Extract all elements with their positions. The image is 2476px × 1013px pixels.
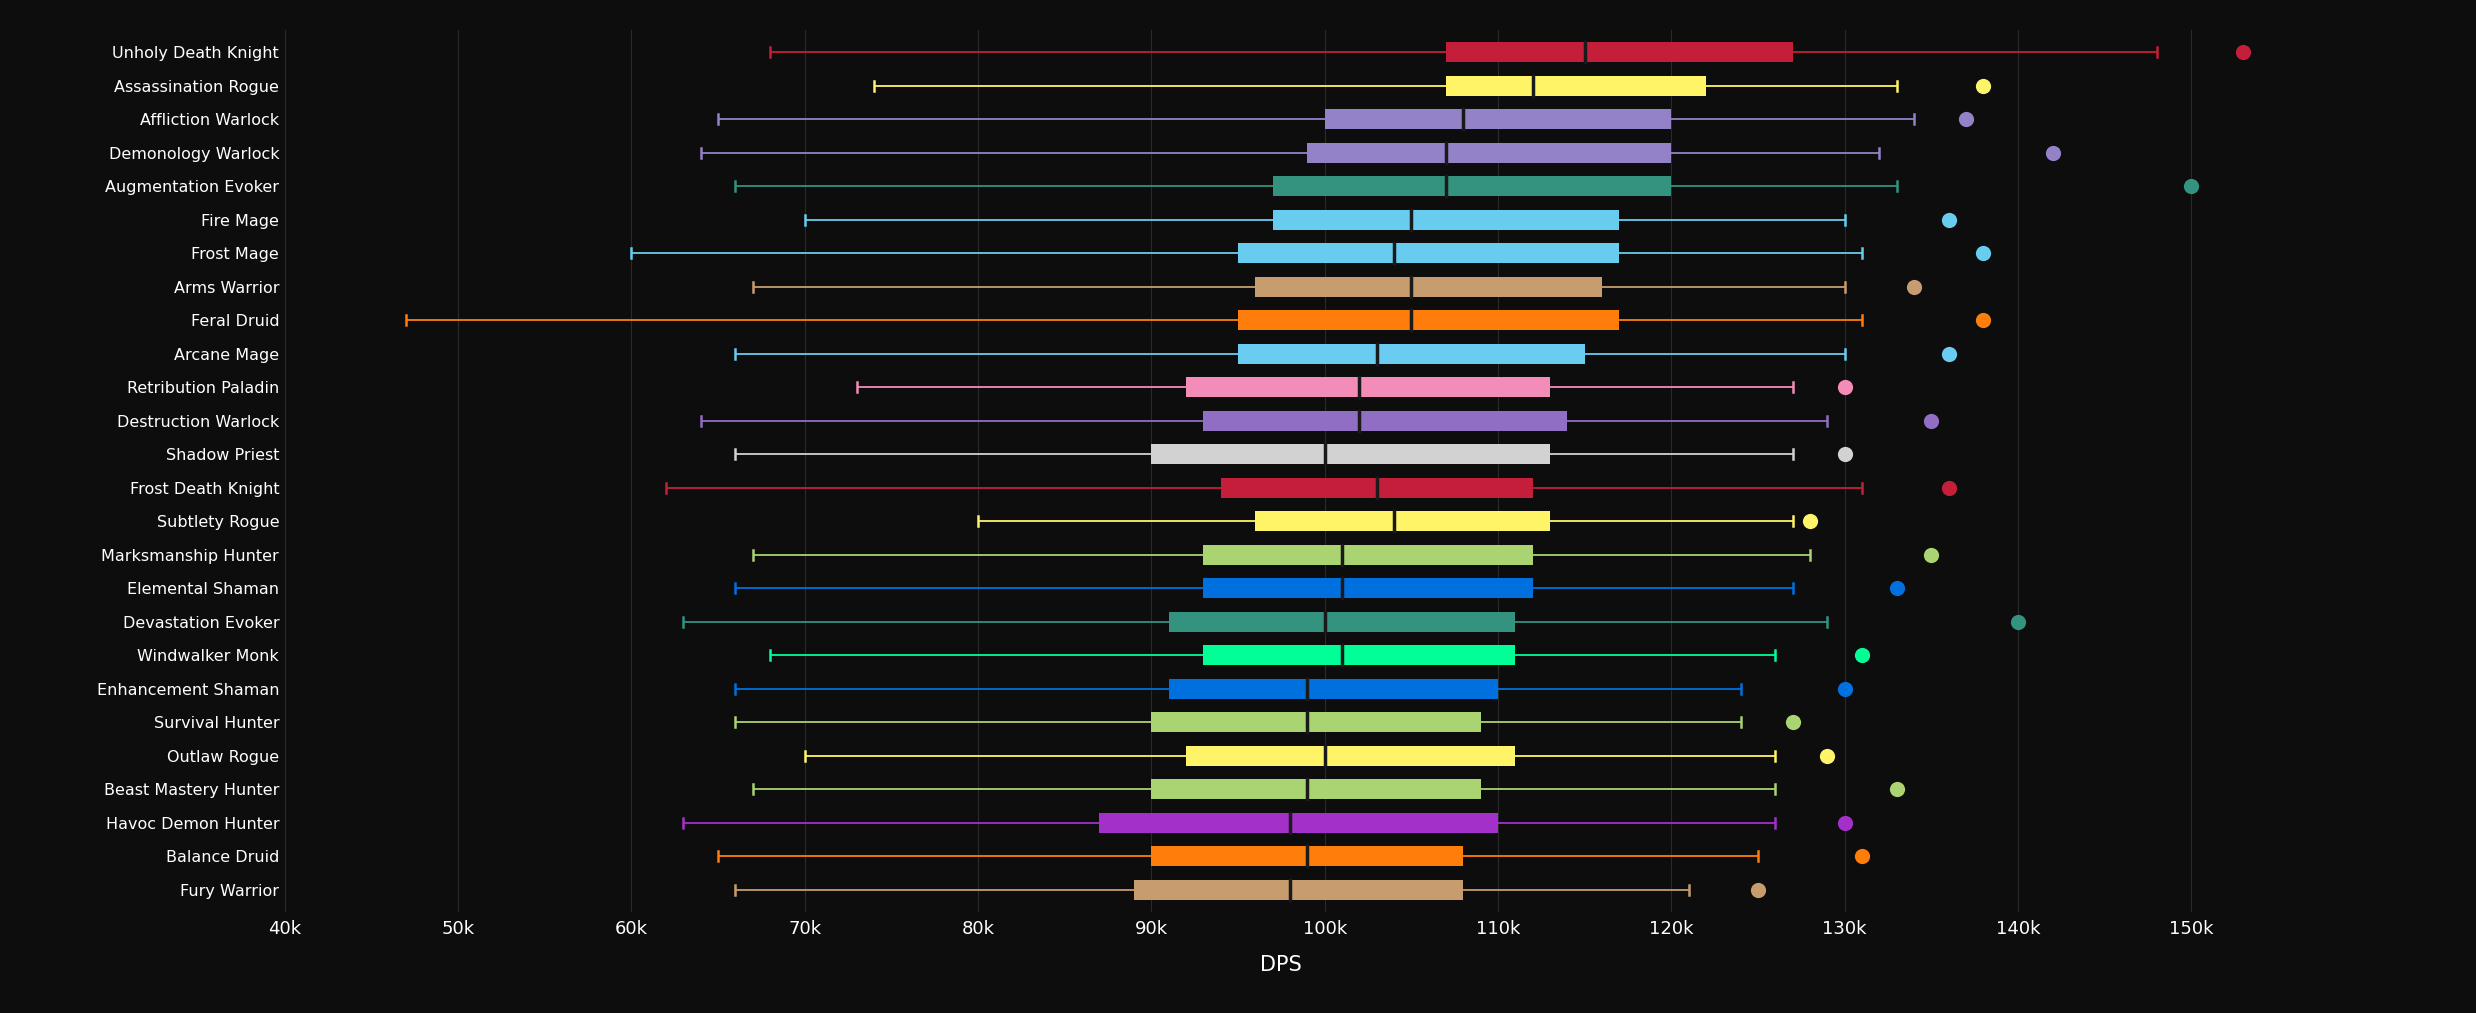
Bar xyxy=(1273,210,1619,230)
Point xyxy=(1877,781,1916,797)
Point xyxy=(2033,145,2072,161)
Bar xyxy=(1307,143,1671,163)
Point xyxy=(1790,514,1830,530)
Bar xyxy=(1325,109,1671,130)
Point xyxy=(1877,580,1916,597)
Bar xyxy=(1221,478,1533,497)
Bar xyxy=(1238,310,1619,330)
Point xyxy=(1998,614,2038,630)
Bar xyxy=(1203,645,1515,666)
Point xyxy=(1738,881,1778,898)
Bar xyxy=(1203,545,1533,565)
Point xyxy=(1825,379,1864,395)
Point xyxy=(1825,446,1864,462)
Point xyxy=(1929,480,1968,496)
Bar xyxy=(1151,712,1481,732)
Bar xyxy=(1238,343,1585,364)
Bar xyxy=(1151,445,1550,464)
Bar xyxy=(1186,377,1550,397)
Bar xyxy=(1446,76,1706,96)
Bar xyxy=(1203,410,1567,431)
Bar xyxy=(1446,43,1793,62)
Point xyxy=(2171,178,2211,194)
Bar xyxy=(1186,746,1515,766)
Point xyxy=(1929,212,1968,228)
Point xyxy=(1842,848,1882,864)
Point xyxy=(1911,547,1951,563)
Point xyxy=(1825,814,1864,831)
Bar xyxy=(1151,846,1463,866)
Point xyxy=(1929,345,1968,362)
Bar xyxy=(1134,880,1463,900)
Bar xyxy=(1169,612,1515,632)
Bar xyxy=(1151,779,1481,799)
Point xyxy=(1946,111,1986,128)
Bar xyxy=(1255,277,1602,297)
Bar xyxy=(1273,176,1671,197)
Bar xyxy=(1169,679,1498,699)
Point xyxy=(1825,681,1864,697)
Bar xyxy=(1238,243,1619,263)
Point xyxy=(1963,245,2003,261)
Point xyxy=(1894,279,1934,295)
Point xyxy=(1911,412,1951,428)
X-axis label: DPS: DPS xyxy=(1260,954,1302,975)
Bar xyxy=(1203,578,1533,599)
Point xyxy=(1773,714,1812,730)
Point xyxy=(2223,45,2263,61)
Bar xyxy=(1255,512,1550,532)
Point xyxy=(1842,647,1882,664)
Point xyxy=(1963,78,2003,94)
Point xyxy=(1963,312,2003,328)
Point xyxy=(1807,748,1847,764)
Bar xyxy=(1099,812,1498,833)
